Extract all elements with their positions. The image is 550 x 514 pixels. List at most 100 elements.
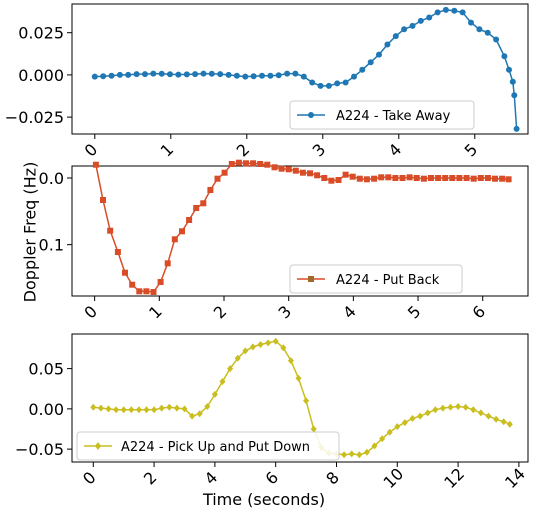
legend-top-box bbox=[289, 100, 475, 130]
data-point-top bbox=[359, 66, 366, 73]
data-point-top bbox=[233, 72, 240, 79]
data-point-middle bbox=[285, 166, 292, 173]
data-point-middle bbox=[342, 171, 349, 178]
data-point-bottom bbox=[506, 420, 513, 428]
data-point-bottom bbox=[295, 374, 302, 382]
data-point-top bbox=[208, 70, 215, 77]
data-point-bottom bbox=[234, 354, 241, 362]
data-point-top bbox=[275, 72, 282, 79]
data-point-bottom bbox=[181, 405, 188, 413]
data-point-middle bbox=[484, 175, 491, 181]
data-point-middle bbox=[505, 176, 512, 183]
data-point-top bbox=[342, 79, 349, 86]
data-point-middle bbox=[456, 175, 463, 181]
data-point-bottom bbox=[120, 406, 127, 414]
data-point-top bbox=[476, 26, 483, 33]
data-point-top bbox=[409, 22, 416, 29]
data-point-middle bbox=[129, 281, 136, 288]
x-tick-label-middle: 1 bbox=[145, 302, 166, 323]
data-point-middle bbox=[150, 289, 157, 295]
x-axis-title: Time (seconds) bbox=[202, 490, 325, 509]
data-point-bottom bbox=[447, 403, 454, 411]
data-point-bottom bbox=[379, 435, 386, 443]
plot-top: 0 1 2 3 4 5 0.025 0.000 −0.025 bbox=[5, 3, 529, 161]
data-point-top bbox=[200, 70, 207, 77]
data-point-bottom bbox=[455, 403, 462, 410]
data-point-middle bbox=[356, 175, 363, 182]
y-tick-label-top: 0.025 bbox=[18, 24, 64, 43]
data-point-middle bbox=[157, 279, 164, 285]
data-point-middle bbox=[392, 175, 399, 181]
data-point-bottom bbox=[280, 344, 287, 352]
x-tick-label-middle: 2 bbox=[210, 302, 231, 323]
plot-top-marks bbox=[91, 6, 520, 132]
legend-bottom-marker bbox=[95, 442, 101, 450]
data-point-top bbox=[284, 70, 291, 77]
data-point-top bbox=[351, 73, 357, 80]
data-point-middle bbox=[193, 205, 200, 211]
legend-bottom: A224 - Pick Up and Put Down bbox=[76, 431, 340, 461]
data-point-middle bbox=[136, 288, 143, 295]
data-point-bottom bbox=[113, 406, 120, 414]
data-point-top bbox=[459, 9, 466, 16]
x-tick-label-bottom: 10 bbox=[379, 464, 407, 492]
data-point-bottom bbox=[356, 451, 363, 459]
data-point-top bbox=[509, 78, 516, 85]
data-point-top bbox=[192, 71, 199, 78]
legend-top-marker bbox=[308, 112, 314, 118]
data-point-middle bbox=[186, 217, 193, 223]
data-point-bottom bbox=[303, 397, 310, 405]
data-point-top bbox=[167, 71, 173, 78]
y-tick-label-top: 0.000 bbox=[18, 66, 64, 85]
data-point-top bbox=[183, 71, 190, 78]
x-tick-label-top: 0 bbox=[81, 140, 102, 161]
data-point-bottom bbox=[166, 403, 173, 411]
data-point-middle bbox=[214, 175, 221, 182]
data-point-middle bbox=[413, 175, 420, 181]
data-point-top bbox=[309, 79, 316, 86]
x-tick-label-top: 2 bbox=[233, 140, 254, 161]
data-point-bottom bbox=[173, 404, 180, 412]
data-point-middle bbox=[477, 175, 484, 181]
data-point-middle bbox=[92, 161, 99, 168]
data-point-bottom bbox=[493, 415, 500, 423]
data-point-bottom bbox=[211, 390, 218, 398]
data-point-middle bbox=[235, 159, 242, 166]
data-point-middle bbox=[499, 175, 506, 182]
data-point-top bbox=[511, 92, 518, 99]
legend-bottom-box bbox=[76, 431, 340, 461]
data-point-bottom bbox=[432, 406, 439, 414]
x-tick-label-bottom: 8 bbox=[322, 468, 343, 489]
plot-bottom: 0 2 4 6 8 10 12 14 0.05 0.00 −0.05 bbox=[15, 333, 529, 492]
data-point-top bbox=[125, 71, 132, 78]
data-point-bottom bbox=[242, 347, 249, 355]
data-point-bottom bbox=[265, 339, 272, 347]
data-point-top bbox=[493, 36, 500, 43]
x-tick-label-middle: 4 bbox=[339, 302, 360, 323]
x-tick-label-top: 1 bbox=[157, 140, 178, 161]
data-point-top bbox=[158, 70, 165, 77]
data-point-bottom bbox=[143, 406, 150, 414]
data-point-top bbox=[334, 80, 341, 87]
data-point-bottom bbox=[272, 337, 279, 345]
data-point-bottom bbox=[105, 405, 112, 413]
data-point-middle bbox=[371, 175, 378, 182]
data-point-top bbox=[468, 19, 474, 26]
data-point-middle bbox=[399, 175, 406, 181]
data-point-middle bbox=[228, 161, 235, 167]
data-point-middle bbox=[385, 174, 392, 181]
data-point-middle bbox=[278, 165, 285, 172]
x-tick-label-bottom: 12 bbox=[440, 464, 468, 492]
data-point-middle bbox=[100, 197, 106, 203]
data-point-bottom bbox=[462, 403, 469, 411]
data-point-middle bbox=[428, 175, 434, 181]
data-point-middle bbox=[442, 175, 449, 181]
data-point-top bbox=[484, 29, 491, 36]
data-point-bottom bbox=[97, 404, 104, 412]
data-point-top bbox=[300, 73, 307, 80]
data-point-bottom bbox=[189, 412, 196, 420]
data-point-bottom bbox=[90, 403, 97, 411]
data-point-bottom bbox=[363, 448, 370, 456]
x-tick-label-middle: 5 bbox=[404, 302, 425, 323]
